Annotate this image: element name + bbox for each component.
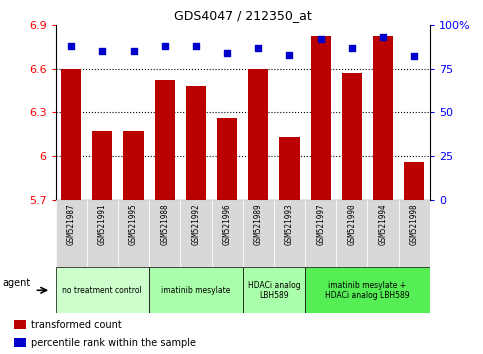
Text: GSM521989: GSM521989	[254, 203, 263, 245]
Point	[285, 52, 293, 57]
FancyBboxPatch shape	[336, 200, 368, 267]
Text: transformed count: transformed count	[30, 320, 121, 330]
FancyBboxPatch shape	[242, 200, 274, 267]
FancyBboxPatch shape	[118, 200, 149, 267]
Bar	[342, 73, 362, 200]
Bar	[305, 267, 430, 313]
Text: GSM521992: GSM521992	[191, 203, 200, 245]
Bar	[155, 80, 175, 200]
Bar	[149, 267, 242, 313]
Bar	[123, 131, 143, 200]
Text: GSM521997: GSM521997	[316, 203, 325, 245]
Title: GDS4047 / 212350_at: GDS4047 / 212350_at	[174, 9, 312, 22]
FancyBboxPatch shape	[368, 200, 398, 267]
Text: GSM521987: GSM521987	[67, 203, 76, 245]
Text: GSM521990: GSM521990	[347, 203, 356, 245]
Point	[161, 43, 169, 48]
FancyBboxPatch shape	[212, 200, 242, 267]
Bar	[248, 69, 269, 200]
Text: GSM521995: GSM521995	[129, 203, 138, 245]
Bar	[56, 267, 149, 313]
Point	[223, 50, 231, 56]
Bar	[373, 36, 393, 200]
Bar	[404, 162, 425, 200]
Text: GSM521988: GSM521988	[160, 203, 169, 245]
Text: GSM521996: GSM521996	[223, 203, 232, 245]
Point	[192, 43, 200, 48]
FancyBboxPatch shape	[87, 200, 118, 267]
Text: GSM521993: GSM521993	[285, 203, 294, 245]
Text: percentile rank within the sample: percentile rank within the sample	[30, 338, 196, 348]
Point	[67, 43, 75, 48]
Point	[348, 45, 356, 50]
FancyBboxPatch shape	[305, 200, 336, 267]
FancyBboxPatch shape	[274, 200, 305, 267]
FancyBboxPatch shape	[180, 200, 212, 267]
Text: GSM521991: GSM521991	[98, 203, 107, 245]
Text: imatinib mesylate: imatinib mesylate	[161, 286, 230, 295]
Text: agent: agent	[3, 278, 31, 289]
Text: imatinib mesylate +
HDACi analog LBH589: imatinib mesylate + HDACi analog LBH589	[325, 281, 410, 300]
Point	[129, 48, 137, 54]
Bar	[14, 338, 26, 347]
Bar	[217, 118, 237, 200]
Text: no treatment control: no treatment control	[62, 286, 142, 295]
Text: GSM521998: GSM521998	[410, 203, 419, 245]
Bar	[311, 36, 331, 200]
FancyBboxPatch shape	[398, 200, 430, 267]
Bar	[92, 131, 113, 200]
FancyBboxPatch shape	[149, 200, 180, 267]
FancyBboxPatch shape	[56, 200, 87, 267]
Bar	[186, 86, 206, 200]
Bar	[279, 137, 299, 200]
Point	[411, 53, 418, 59]
Text: GSM521994: GSM521994	[379, 203, 387, 245]
Bar	[14, 320, 26, 329]
Bar	[61, 69, 81, 200]
Text: HDACi analog
LBH589: HDACi analog LBH589	[248, 281, 300, 300]
Point	[317, 36, 325, 42]
Point	[99, 48, 106, 54]
Point	[379, 34, 387, 40]
Bar	[242, 267, 305, 313]
Point	[255, 45, 262, 50]
